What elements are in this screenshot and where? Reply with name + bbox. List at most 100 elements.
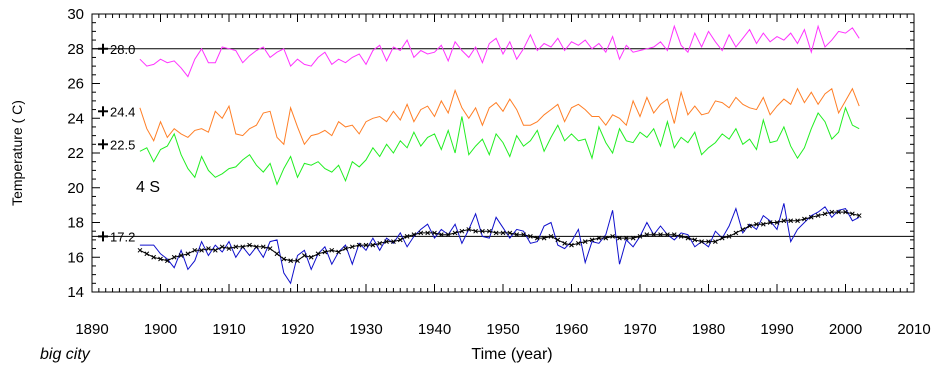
series-point-marker [603,235,609,241]
x-axis-title: Time (year) [471,346,552,363]
series-point-marker [349,244,355,250]
series-point-marker [260,244,266,250]
reference-label: 28.0 [110,42,135,57]
series-point-marker [623,235,629,241]
series-point-marker [534,235,540,241]
series-point-marker [774,220,780,225]
series-point-marker [596,235,602,241]
series-point-marker [322,249,328,255]
series-point-marker [719,235,725,241]
series-point-marker [528,234,533,239]
y-tick-label: 30 [67,6,84,23]
series-point-marker [767,220,773,225]
series-point-marker [486,228,492,234]
series-point-marker [788,218,794,224]
series-point-marker [740,227,746,232]
series-point-marker [802,216,807,222]
series-point-marker [192,247,198,253]
series-point-marker [733,230,739,236]
series-point-marker [432,230,437,236]
series-point-marker [555,237,561,243]
series-point-marker [459,228,465,234]
series-layer [137,24,862,285]
series-point-marker [473,228,478,234]
series-point-marker [575,240,581,246]
x-tick-label: 1930 [349,321,382,338]
axis-ticks [91,13,915,293]
x-tick-label: 1900 [144,321,177,338]
series-point-marker [843,209,848,215]
series-point-marker [541,235,547,241]
series-point-marker [411,232,417,238]
reference-labels: 28.0 24.4 22.5 17.2 [98,42,135,244]
series-point-marker [493,230,499,236]
series-point-marker [610,234,615,239]
series-point-marker [384,239,389,244]
series-point-marker [267,246,273,251]
series-point-marker [651,232,657,238]
x-tick-label: 1940 [418,321,451,338]
x-tick-labels: 1890 1900 1910 1920 1930 1940 1950 1960 1970 1980… [75,321,930,338]
series-point-marker [425,230,431,236]
series-point-marker [822,211,828,217]
series-point-marker [644,232,650,238]
series-point-marker [171,254,177,260]
y-tick-label: 24 [67,110,84,127]
y-tick-label: 26 [67,76,84,93]
series-point-marker [665,232,670,238]
series-point-marker [706,239,711,244]
y-tick-label: 20 [67,180,84,197]
y-tick-label: 16 [67,249,84,266]
x-tick-label: 1910 [212,321,245,338]
series-point-marker [356,242,362,248]
series-line-3 [139,203,860,285]
series-point-marker [445,232,451,238]
series-line-1 [139,87,860,146]
series-point-marker [315,251,321,257]
series-point-marker [219,244,225,250]
series-point-marker [514,232,520,238]
reference-label: 22.5 [110,137,135,152]
series-line-0 [139,24,860,78]
series-point-marker [829,209,835,215]
series-point-marker [500,230,506,236]
series-point-marker [754,221,759,227]
series-point-marker [178,253,184,258]
caption-big-city: big city [40,346,91,363]
series-point-marker [747,223,752,229]
y-tick-label: 14 [67,284,84,301]
series-point-marker [308,254,314,260]
series-point-marker [295,258,300,264]
series-point-marker [849,211,855,217]
series-point-marker [521,232,526,238]
series-point-marker [281,256,287,262]
series-point-marker [452,230,458,236]
series-point-marker [630,235,636,241]
series-point-marker [692,237,698,243]
series-point-marker [548,234,554,239]
series-point-marker [582,239,588,244]
series-point-marker [404,234,410,239]
y-tick-labels: 14 16 18 20 22 24 26 28 30 [67,6,84,301]
series-point-marker [233,244,239,250]
series-point-marker [480,228,485,234]
series-point-marker [254,244,259,250]
x-tick-label: 1920 [281,321,314,338]
series-point-marker [726,234,732,239]
y-tick-label: 28 [67,41,84,58]
series-point-marker [699,239,705,244]
x-tick-label: 1950 [486,321,519,338]
series-point-marker [247,242,252,248]
series-point-marker [637,234,643,239]
reference-label: 17.2 [110,229,135,244]
series-point-marker [377,240,383,246]
series-point-marker [164,258,170,264]
series-point-marker [836,209,842,215]
series-point-marker [391,239,396,244]
series-point-marker [671,232,677,238]
series-point-marker [562,240,568,246]
series-point-marker [370,242,376,248]
series-point-marker [815,213,821,218]
series-point-marker [212,247,218,253]
